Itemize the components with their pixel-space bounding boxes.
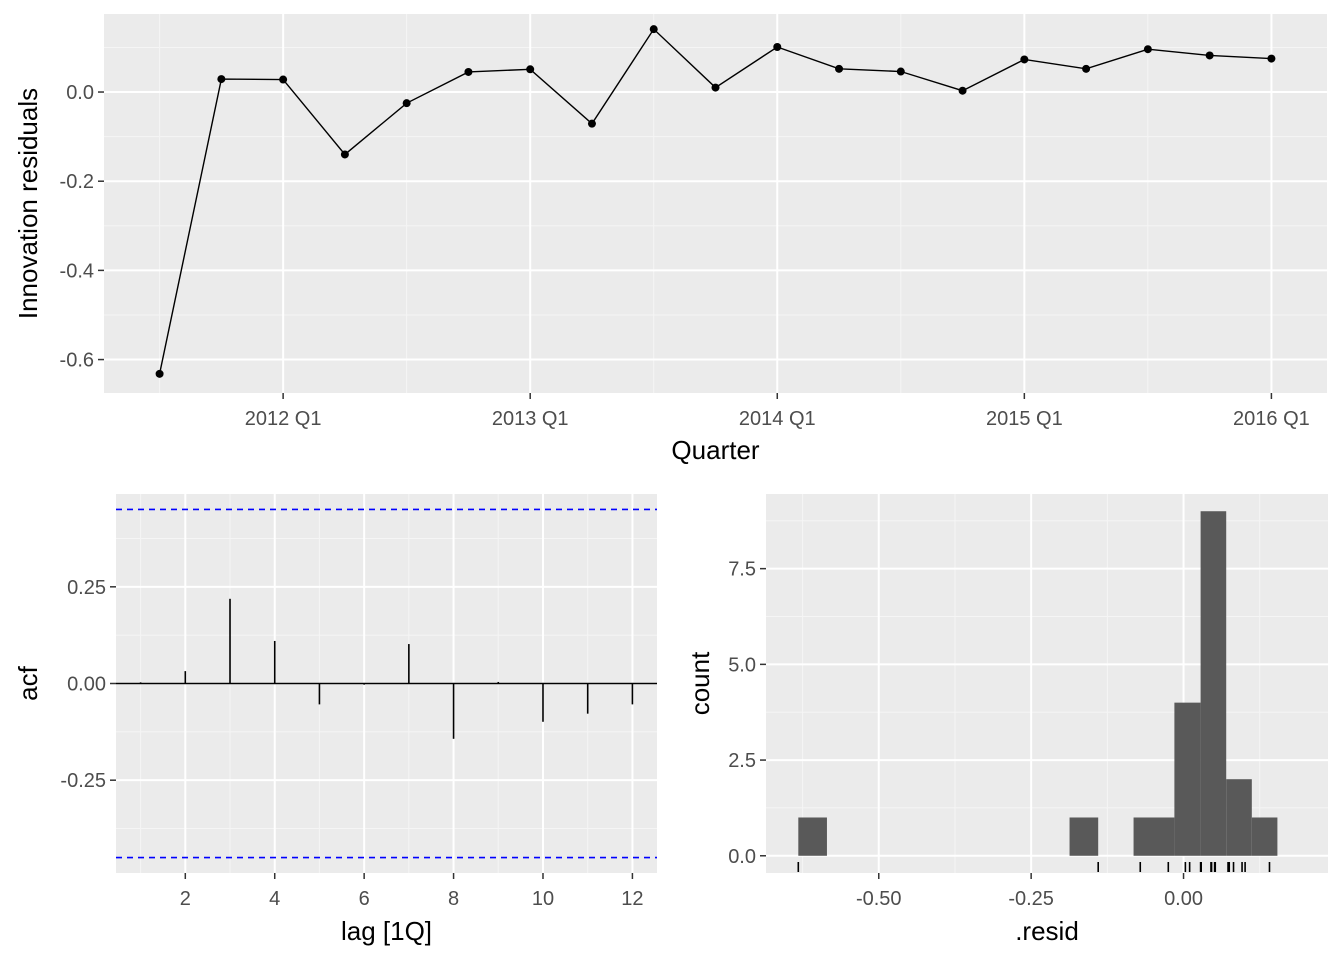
residual-point bbox=[402, 99, 411, 108]
residual-point bbox=[958, 86, 967, 95]
panel-background bbox=[104, 14, 1327, 393]
x-axis-title: .resid bbox=[1015, 916, 1079, 946]
residual-point bbox=[155, 369, 164, 378]
residual-point bbox=[1020, 55, 1029, 64]
y-tick-label: -0.6 bbox=[60, 350, 94, 372]
residual-point bbox=[340, 150, 349, 159]
residual-point bbox=[1267, 54, 1276, 63]
y-axis-title: count bbox=[685, 651, 715, 715]
y-axis-title: acf bbox=[13, 665, 43, 700]
y-tick-label: 0.25 bbox=[67, 577, 106, 599]
residual-point bbox=[1205, 51, 1214, 60]
residual-point bbox=[1082, 64, 1091, 73]
x-tick-label: 2014 Q1 bbox=[739, 408, 816, 430]
x-axis-title: Quarter bbox=[671, 435, 759, 465]
y-tick-label: 7.5 bbox=[728, 559, 756, 581]
residual-point bbox=[649, 25, 658, 34]
y-tick-label: 2.5 bbox=[728, 750, 756, 772]
residual-histogram-panel: 0.0 2.5 5.0 7.5 -0.50 -0.25 0.00 .resid count bbox=[685, 494, 1328, 946]
x-tick-label: 2012 Q1 bbox=[245, 408, 322, 430]
y-tick-label: -0.25 bbox=[60, 770, 106, 792]
y-tick-label: 0.0 bbox=[66, 82, 94, 104]
histogram-bar bbox=[1133, 817, 1175, 856]
y-tick-label: -0.4 bbox=[60, 260, 94, 282]
histogram-bar bbox=[1174, 702, 1201, 856]
residual-point bbox=[526, 65, 535, 74]
x-tick-label: -0.25 bbox=[1008, 888, 1054, 910]
y-axis-title: Innovation residuals bbox=[13, 88, 43, 319]
residual-point bbox=[587, 119, 596, 128]
x-tick-label: 2015 Q1 bbox=[986, 408, 1063, 430]
residual-point bbox=[711, 83, 720, 92]
x-tick-label: 8 bbox=[448, 888, 459, 910]
x-tick-label: 6 bbox=[359, 888, 370, 910]
x-tick-label: 10 bbox=[532, 888, 554, 910]
y-tick-label: 0.00 bbox=[67, 674, 106, 696]
residual-point bbox=[279, 75, 288, 84]
residual-point bbox=[217, 75, 226, 84]
histogram-bar bbox=[798, 817, 827, 856]
y-tick-label: 0.0 bbox=[728, 846, 756, 868]
x-axis-title: lag [1Q] bbox=[341, 916, 432, 946]
histogram-bar bbox=[1200, 511, 1227, 856]
x-tick-label: -0.50 bbox=[856, 888, 902, 910]
acf-panel: -0.25 0.00 0.25 2 4 6 8 10 12 lag [1Q] acf bbox=[13, 494, 657, 946]
y-tick-label: -0.2 bbox=[60, 171, 94, 193]
x-tick-label: 2 bbox=[180, 888, 191, 910]
residual-point bbox=[896, 67, 905, 76]
histogram-bar bbox=[1251, 817, 1278, 856]
x-tick-label: 4 bbox=[269, 888, 280, 910]
histogram-bar bbox=[1226, 779, 1252, 856]
residual-point bbox=[835, 64, 844, 73]
residuals-time-panel: -0.6 -0.4 -0.2 0.0 2012 Q1 2013 Q1 2014 Q1 2015… bbox=[13, 14, 1327, 465]
x-tick-label: 0.00 bbox=[1164, 888, 1203, 910]
residual-point bbox=[1143, 45, 1152, 54]
x-tick-label: 2016 Q1 bbox=[1233, 408, 1310, 430]
residual-point bbox=[773, 42, 782, 51]
x-tick-label: 2013 Q1 bbox=[492, 408, 569, 430]
x-tick-label: 12 bbox=[621, 888, 643, 910]
y-tick-label: 5.0 bbox=[728, 654, 756, 676]
residual-point bbox=[464, 67, 473, 76]
histogram-bar bbox=[1069, 817, 1099, 856]
